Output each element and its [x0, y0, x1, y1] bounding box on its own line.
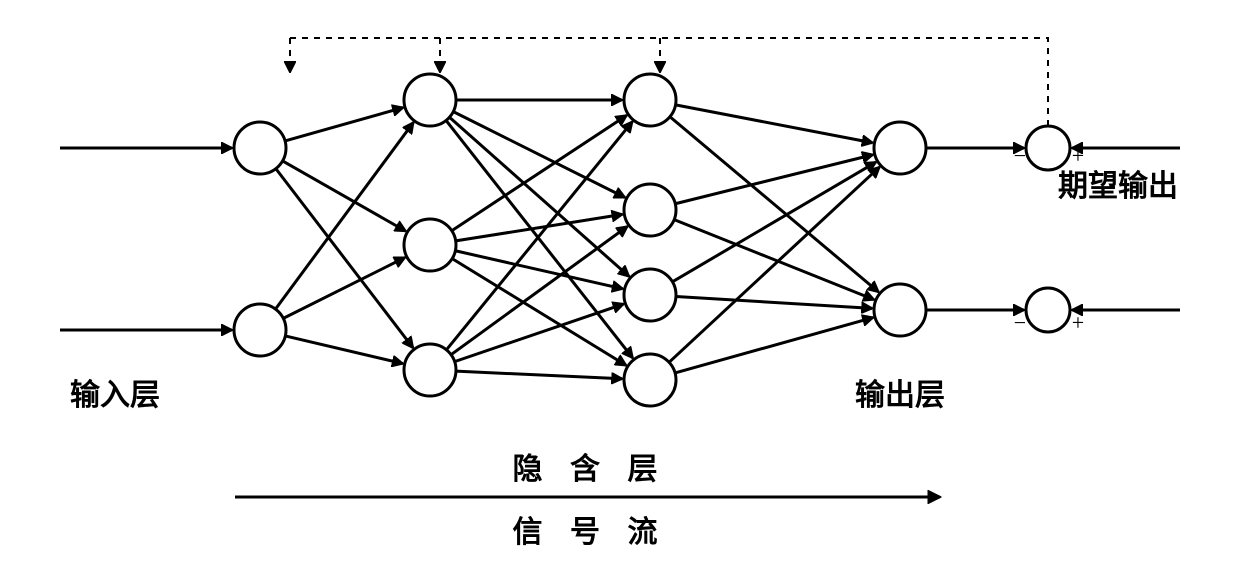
input-node	[234, 304, 286, 356]
output-node	[874, 122, 926, 174]
nn-diagram: 输入层 输出层 期望输出隐 含 层信 号 流 − + − +	[0, 0, 1240, 573]
plus-sign: +	[1072, 310, 1084, 335]
input-node	[234, 122, 286, 174]
minus-sign: −	[1014, 143, 1026, 168]
hidden2-node	[624, 354, 676, 406]
hidden2-node	[624, 184, 676, 236]
error-node	[1026, 288, 1070, 332]
hidden2-node	[624, 74, 676, 126]
label-input-layer: 输入层	[70, 379, 160, 412]
label-expected-output: 期望输出	[1058, 170, 1178, 203]
minus-sign: −	[1014, 310, 1026, 335]
hidden2-node	[624, 269, 676, 321]
output-node	[874, 284, 926, 336]
label-output-layer: 输出层	[855, 379, 945, 412]
error-node	[1026, 126, 1070, 170]
hidden1-node	[404, 344, 456, 396]
plus-sign: +	[1072, 143, 1084, 168]
label-signal-flow: 信 号 流	[513, 516, 668, 549]
hidden1-node	[404, 74, 456, 126]
label-hidden-layer: 隐 含 层	[513, 452, 668, 486]
hidden1-node	[404, 219, 456, 271]
